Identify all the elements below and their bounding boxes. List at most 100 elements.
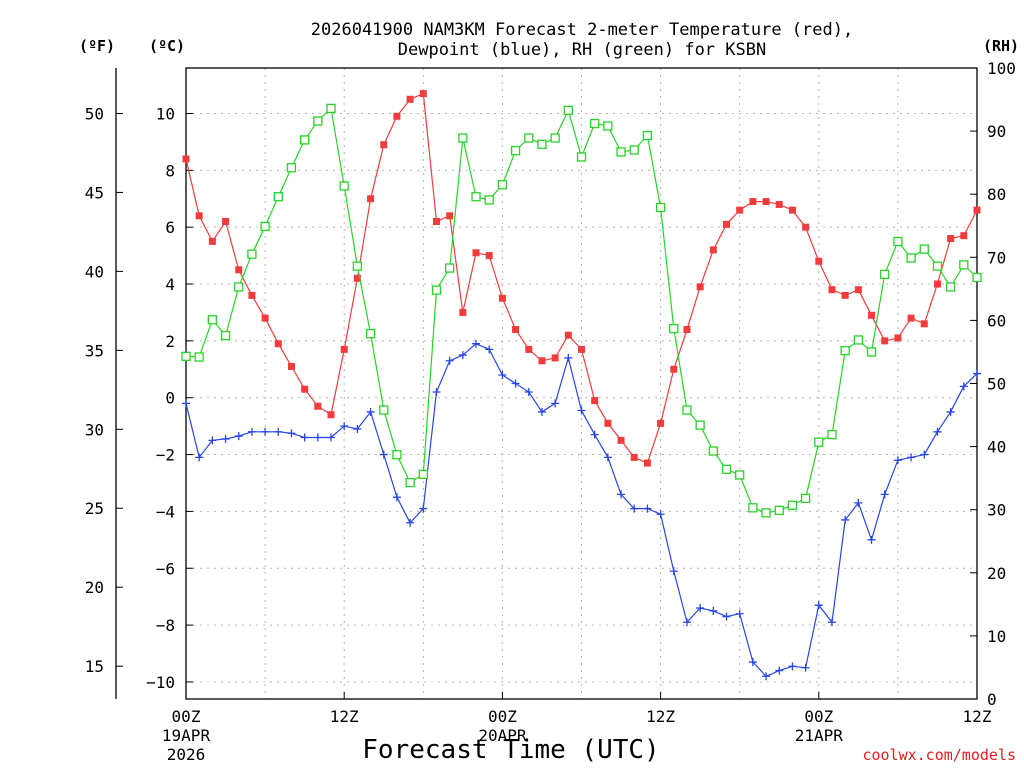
dewpoint-series: [182, 339, 981, 681]
rh-point: [339, 181, 349, 191]
rh-point: [695, 420, 705, 430]
rh-point: [234, 282, 244, 292]
dewpoint-point: [696, 604, 705, 613]
rh-tick-label: 100: [987, 59, 1016, 78]
dewpoint-point: [195, 453, 204, 462]
temperature-point: [419, 90, 427, 98]
x-tick-label: 00Z: [488, 707, 517, 726]
celsius-tick-label: −6: [156, 559, 175, 578]
dewpoint-point: [907, 453, 916, 462]
rh-tick-label: 50: [987, 375, 1006, 394]
rh-point: [247, 249, 257, 259]
dewpoint-point: [379, 450, 388, 459]
rh-point: [405, 477, 415, 488]
rh-point: [735, 470, 745, 480]
dewpoint-point: [656, 510, 665, 519]
dewpoint-point: [234, 432, 243, 441]
dewpoint-point: [472, 339, 481, 348]
dewpoint-point: [551, 399, 560, 408]
temperature-point: [578, 345, 585, 353]
rh-point: [893, 236, 903, 247]
fahrenheit-axis-ticks: 15 20 25 30 35 40 45 50: [85, 104, 123, 676]
temperature-point: [657, 419, 665, 427]
temperature-point: [340, 345, 348, 353]
celsius-tick-label: 10: [156, 104, 175, 123]
rh-point: [537, 139, 547, 150]
rh-point: [827, 429, 837, 440]
credit-text: coolwx.com/models: [862, 746, 1016, 764]
dewpoint-point: [432, 388, 441, 397]
temperature-point: [301, 385, 309, 393]
temperature-point: [367, 195, 375, 203]
temperature-point: [947, 235, 955, 243]
celsius-tick-label: 0: [165, 389, 175, 408]
temperature-point: [749, 198, 757, 206]
x-tick-date-label: 21APR: [795, 726, 844, 745]
rh-point: [365, 329, 376, 339]
dewpoint-point: [498, 370, 507, 379]
temperature-point: [208, 237, 216, 245]
dewpoint-point: [182, 399, 190, 408]
temperature-point: [630, 453, 638, 461]
fahrenheit-unit-label: (ºF): [79, 37, 115, 55]
dewpoint-point: [617, 490, 626, 499]
dewpoint-point: [537, 407, 546, 416]
rh-point: [313, 116, 323, 126]
temperature-point: [775, 200, 783, 208]
temperature-point: [736, 206, 744, 214]
rh-unit-label: (RH): [983, 37, 1019, 55]
dewpoint-point: [814, 601, 823, 610]
x-tick-date-label: 19APR: [162, 726, 211, 745]
dewpoint-point: [300, 433, 309, 442]
rh-point: [379, 405, 389, 415]
x-tick-label: 00Z: [172, 707, 201, 726]
rh-point: [563, 105, 573, 115]
temperature-point: [696, 283, 704, 291]
temperature-point: [222, 217, 230, 225]
rh-point: [787, 500, 798, 510]
x-axis-label: Forecast Time (UTC): [362, 735, 659, 765]
x-tick-date-label: 20APR: [478, 726, 527, 745]
dewpoint-point: [577, 406, 586, 415]
temperature-point: [894, 334, 902, 342]
rh-point: [497, 180, 508, 190]
temperature-point: [432, 217, 440, 225]
dewpoint-point: [208, 436, 217, 445]
rh-point: [774, 505, 784, 515]
rh-point: [669, 323, 679, 334]
rh-point: [642, 130, 653, 141]
rh-point: [590, 118, 600, 129]
temperature-point: [841, 291, 849, 299]
rh-series: [181, 103, 982, 518]
dewpoint-point: [827, 618, 836, 627]
rh-point: [814, 437, 824, 447]
dewpoint-point: [247, 427, 256, 436]
temperature-point: [960, 232, 968, 240]
rh-point: [576, 152, 587, 162]
rh-point: [524, 133, 534, 143]
rh-point: [458, 133, 468, 143]
temperature-point: [920, 320, 928, 328]
x-tick-label: 12Z: [963, 707, 992, 726]
rh-point: [748, 503, 758, 513]
celsius-tick-label: 8: [165, 161, 175, 180]
rh-point: [761, 508, 771, 518]
dewpoint-point: [682, 618, 691, 627]
temperature-point: [353, 274, 361, 282]
rh-point: [972, 272, 982, 283]
rh-point: [273, 192, 283, 202]
temperature-point: [617, 436, 625, 444]
dewpoint-point: [920, 450, 929, 459]
dewpoint-point: [643, 504, 652, 513]
rh-point: [431, 285, 442, 295]
rh-point: [800, 493, 811, 503]
dewpoint-point: [261, 427, 270, 436]
rh-point: [484, 195, 494, 205]
dewpoint-point: [775, 666, 784, 675]
dewpoint-point: [762, 672, 771, 681]
temperature-point: [933, 280, 941, 288]
temperature-point: [551, 354, 559, 362]
temperature-point: [459, 308, 467, 316]
temperature-point: [788, 206, 796, 214]
